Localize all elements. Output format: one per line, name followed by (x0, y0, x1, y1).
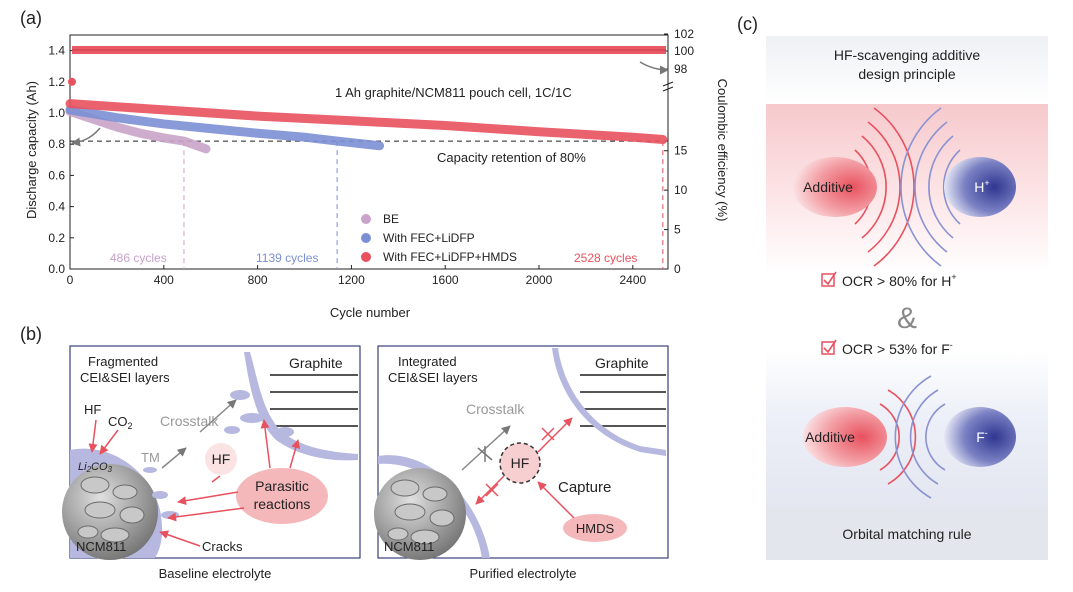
header-line-2: design principle (858, 66, 955, 82)
y-tick-left-label: 0.4 (48, 200, 65, 214)
purified-title-1: Integrated (398, 354, 457, 369)
y-axis-right-label: Coulombic efficiency (%) (715, 79, 730, 222)
retention-label: Capacity retention of 80% (437, 150, 586, 165)
ion-bottom-label: F- (976, 428, 988, 445)
legend-fec: With FEC+LiDFP (383, 231, 475, 245)
co2-label: CO2 (108, 414, 133, 431)
hmds-bubble (563, 514, 627, 542)
footer-text: Orbital matching rule (842, 526, 971, 542)
hmds-label: HMDS (576, 521, 615, 536)
y-tick-right-upper-label: 98 (674, 62, 688, 76)
crosstalk-label-left: Crosstalk (160, 413, 219, 429)
y-tick-right-label: 15 (674, 144, 688, 158)
panel-label-b: (b) (20, 324, 42, 344)
li2co3-label: Li2CO3 (78, 461, 113, 474)
ncm-label-right: NCM811 (384, 539, 434, 554)
cycles-label-fec: 1139 cycles (256, 251, 318, 265)
legend-marker-be (361, 214, 371, 224)
additive-bottom-label: Additive (805, 429, 855, 445)
y-tick-right-upper-label: 102 (674, 27, 694, 41)
purified-panel: Integrated CEI&SEI layers Graphite Cross… (374, 345, 669, 560)
hf-center-left: HF (212, 451, 231, 467)
series-2-capacity (65, 99, 668, 145)
graphite-label-left: Graphite (289, 355, 343, 371)
x-tick-label: 400 (154, 273, 174, 287)
y-tick-left-label: 1.4 (48, 44, 65, 58)
integrated-sei-graphite (552, 348, 666, 456)
ncm-particle-right (374, 455, 490, 560)
parasitic-bubble (236, 468, 328, 524)
orbital-top: Additive H+ (793, 107, 1016, 267)
graphite-label-right: Graphite (595, 355, 649, 371)
baseline-title-2: CEI&SEI layers (80, 370, 170, 385)
parasitic-2: reactions (254, 496, 311, 512)
cycles-label-be: 486 cycles (110, 251, 167, 265)
y-tick-left-label: 0.0 (48, 262, 65, 276)
baseline-title-1: Fragmented (88, 354, 158, 369)
capture-label: Capture (558, 479, 611, 496)
checkbox-1 (821, 273, 835, 287)
arrow-ce (639, 61, 669, 75)
hf-bubble-left (205, 443, 237, 475)
cycles-label-hmds: 2528 cycles (574, 251, 637, 265)
x-tick-label: 2400 (619, 273, 646, 287)
ncm-particle-left (62, 448, 179, 560)
x-tick-label: 800 (248, 273, 268, 287)
header-line-1: HF-scavenging additive (834, 47, 981, 63)
panel-label-c: (c) (737, 14, 758, 34)
legend: BE With FEC+LiDFP With FEC+LiDFP+HMDS (361, 212, 517, 264)
y-tick-left-label: 0.8 (48, 137, 65, 151)
fragmented-sei (244, 352, 358, 461)
legend-marker-fec (361, 233, 371, 243)
x-axis-label: Cycle number (330, 305, 411, 320)
ampersand: & (897, 302, 917, 335)
parasitic-1: Parasitic (255, 478, 309, 494)
y-axis-left-label: Discharge capacity (Ah) (24, 81, 39, 219)
legend-marker-hmds (361, 252, 371, 262)
y-tick-right-label: 5 (674, 223, 681, 237)
crosstalk-label-right: Crosstalk (466, 401, 525, 417)
design-principle-panel: HF-scavenging additive design principle … (766, 36, 1048, 560)
hf-label-left: HF (84, 402, 101, 417)
graphite-layers-left (270, 374, 358, 427)
capacity-chart: 0 400 800 1200 1600 2000 2400 0.0 0.2 0.4 0.6 0.8 1.… (48, 27, 694, 287)
panel-label-a: (a) (20, 8, 42, 28)
legend-be: BE (383, 212, 399, 226)
y-tick-left-label: 1.0 (48, 106, 65, 120)
ion-top-label: H+ (974, 178, 989, 195)
check-1-text: OCR > 80% for H+ (842, 272, 957, 289)
additive-top-label: Additive (803, 179, 853, 195)
x-tick-label: 1600 (432, 273, 459, 287)
axis-break (662, 81, 674, 87)
ncm-label-left: NCM811 (76, 539, 126, 554)
arrow-cap (71, 127, 101, 147)
y-tick-left-label: 1.2 (48, 75, 65, 89)
check-2-text: OCR > 53% for F- (842, 340, 953, 357)
plot-frame (69, 34, 669, 270)
axis-break (662, 86, 674, 92)
x-tick-label: 2000 (526, 273, 553, 287)
baseline-caption: Baseline electrolyte (159, 566, 272, 581)
y-tick-left-label: 0.6 (48, 168, 65, 182)
cell-label: 1 Ah graphite/NCM811 pouch cell, 1C/1C (335, 85, 572, 100)
purified-caption: Purified electrolyte (470, 566, 577, 581)
checkbox-2 (821, 341, 835, 355)
hf-capture-ring (499, 442, 541, 484)
y-tick-left-label: 0.2 (48, 231, 65, 245)
tm-label: TM (141, 450, 160, 465)
hf-label-right: HF (511, 455, 530, 471)
baseline-panel: Fragmented CEI&SEI layers Graphite HF CO… (62, 345, 361, 560)
orbital-bottom: Additive F- (803, 375, 1016, 499)
x-tick-label: 0 (67, 273, 74, 287)
ce-start-point (68, 77, 76, 86)
series-1-capacity (65, 105, 385, 151)
x-tick-label: 1200 (338, 273, 365, 287)
y-tick-right-label: 10 (674, 183, 688, 197)
cracks-label: Cracks (202, 539, 243, 554)
purified-title-2: CEI&SEI layers (388, 370, 478, 385)
y-tick-right-upper-label: 100 (674, 44, 694, 58)
legend-hmds: With FEC+LiDFP+HMDS (383, 250, 517, 264)
y-tick-right-label: 0 (674, 262, 681, 276)
